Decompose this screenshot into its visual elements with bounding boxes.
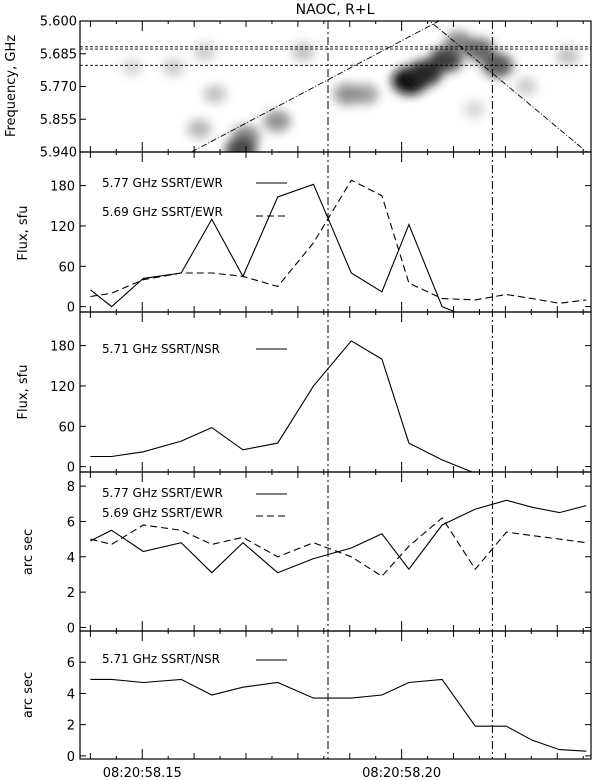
xtick-label-0: 08:20:58.15 — [103, 766, 182, 780]
size-ewr-legend-2: 5.69 GHz SSRT/EWR — [102, 506, 223, 520]
flux-ewr-ytick-label-2: 120 — [50, 220, 75, 235]
flux-ewr-series — [90, 179, 587, 312]
spectrogram-blob-17 — [556, 46, 580, 66]
spectrogram-blob-12 — [203, 84, 227, 104]
spectrogram-blob-21 — [121, 58, 143, 76]
spectrogram-ytick-label-1: 5.685 — [40, 47, 77, 62]
flux-nsr-legend-1: 5.71 GHz SSRT/NSR — [102, 342, 220, 356]
size-nsr-line-0 — [90, 678, 587, 752]
spectrogram-ytick-label-3: 5.855 — [40, 113, 77, 128]
spectrogram-blob-16 — [515, 77, 538, 96]
flux-nsr-y-label: Flux, sfu — [16, 365, 31, 420]
panel-frame-0 — [79, 20, 592, 153]
flux-nsr-line-0 — [90, 340, 474, 472]
spectrogram-horizontal-lines — [80, 46, 591, 66]
spectrogram-panel: 5.600 5.685 5.770 5.855 5.940 Frequency, GHz — [4, 15, 591, 161]
size-nsr-series — [90, 678, 587, 752]
flux-nsr-series — [90, 340, 474, 472]
spectrogram-diagonal-1 — [428, 21, 588, 152]
size-nsr-ytick-label-0: 0 — [67, 750, 75, 765]
spectrogram-blob-14 — [162, 58, 185, 77]
spectrogram-blob-7 — [352, 83, 379, 105]
size-nsr-ytick-label-2: 4 — [67, 687, 75, 702]
xtick-label-1: 08:20:58.20 — [362, 766, 441, 780]
spectrogram-blob-2 — [429, 46, 463, 73]
size-ewr-series — [90, 499, 587, 577]
spectrogram-diagonal-0 — [191, 21, 440, 152]
flux-ewr-y-ticks: 0 60 120 180 — [50, 180, 591, 316]
size-ewr-ytick-label-3: 6 — [67, 515, 75, 530]
flux-ewr-y-label: Flux, sfu — [16, 206, 31, 261]
spectrogram-blobs — [121, 31, 580, 152]
size-nsr-y-ticks: 0 2 4 6 — [67, 656, 591, 765]
spectrogram-blob-10 — [224, 137, 257, 152]
spectrogram-blob-15 — [291, 42, 315, 62]
size-nsr-ytick-label-1: 2 — [67, 719, 75, 734]
size-ewr-y-label: arc sec — [21, 529, 36, 575]
size-nsr-ytick-label-3: 6 — [67, 656, 75, 671]
flux-ewr-panel: 0 60 120 180 Flux, sfu 5.77 GHz SSRT/EWR 5.… — [16, 176, 591, 316]
size-ewr-ytick-label-0: 0 — [67, 621, 75, 636]
size-nsr-legend-1: 5.71 GHz SSRT/NSR — [102, 652, 220, 666]
flux-ewr-line-1 — [90, 179, 587, 304]
flux-nsr-ytick-label-3: 180 — [50, 340, 75, 355]
size-nsr-y-label: arc sec — [21, 672, 36, 718]
spectrogram-blob-11 — [187, 119, 212, 139]
event-vertical-lines — [327, 21, 493, 759]
size-ewr-panel: 0 2 4 6 8 arc sec 5.77 GHz SSRT/EWR 5.69 GHz… — [21, 480, 591, 636]
spectrogram-ytick-label-4: 5.940 — [40, 146, 77, 161]
panel-frames — [79, 20, 592, 760]
size-ewr-y-ticks: 0 2 4 6 8 — [67, 480, 591, 636]
spectrogram-blob-13 — [193, 42, 216, 61]
flux-ewr-ytick-label-1: 60 — [58, 260, 75, 275]
spectrogram-ytick-label-2: 5.770 — [40, 80, 77, 95]
flux-ewr-legend-2: 5.69 GHz SSRT/EWR — [102, 205, 223, 219]
flux-nsr-panel: 0 60 120 180 Flux, sfu 5.71 GHz SSRT/NSR — [16, 340, 591, 476]
spectrogram-blob-20 — [463, 100, 485, 119]
size-ewr-ytick-label-4: 8 — [67, 480, 75, 495]
flux-ewr-ytick-label-3: 180 — [50, 180, 75, 195]
spectrogram-ytick-label-0: 5.600 — [40, 15, 77, 30]
spectrogram-blob-layer — [121, 31, 580, 152]
size-ewr-ytick-label-2: 4 — [67, 551, 75, 566]
flux-nsr-ytick-label-2: 120 — [50, 380, 75, 395]
size-ewr-legend-1: 5.77 GHz SSRT/EWR — [102, 486, 223, 500]
size-ewr-line-0 — [90, 499, 587, 574]
spectrogram-blob-8 — [263, 110, 291, 133]
chart-title: NAOC, R+L — [296, 2, 375, 18]
spectrogram-y-ticks: 5.600 5.685 5.770 5.855 5.940 — [40, 15, 86, 161]
spectrogram-diagonal-lines — [191, 21, 588, 152]
spectrogram-blob-6 — [333, 83, 361, 106]
flux-ewr-ytick-label-0: 0 — [67, 301, 75, 316]
spectrogram-y-label: Frequency, GHz — [4, 35, 19, 137]
flux-ewr-legend-1: 5.77 GHz SSRT/EWR — [102, 176, 223, 190]
flux-nsr-ytick-label-0: 0 — [67, 461, 75, 476]
flux-nsr-y-ticks: 0 60 120 180 — [50, 340, 591, 476]
panel-frame-4 — [79, 630, 592, 760]
size-ewr-line-1 — [90, 517, 587, 577]
size-ewr-ytick-label-1: 2 — [67, 586, 75, 601]
size-nsr-panel: 0 2 4 6 arc sec 5.71 GHz SSRT/NSR — [21, 652, 591, 765]
flux-nsr-ytick-label-1: 60 — [58, 420, 75, 435]
